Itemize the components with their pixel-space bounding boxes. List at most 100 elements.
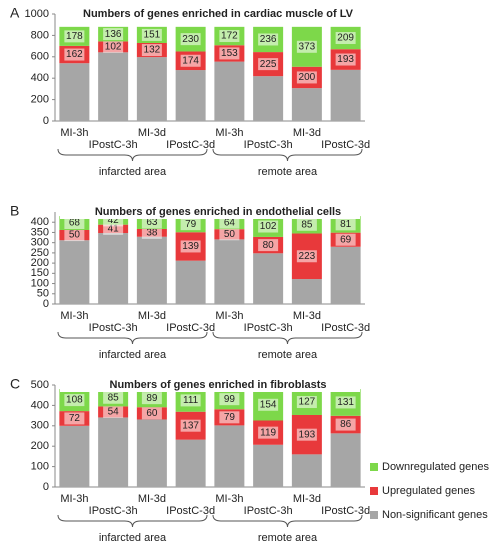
value-label-bg (180, 218, 201, 231)
value-label-bg (335, 233, 356, 246)
bar-segment (59, 425, 90, 487)
y-tick-label: 500 (31, 379, 49, 391)
y-tick-label: 100 (31, 461, 49, 473)
group-label: remote area (258, 166, 318, 178)
value-label-bg (141, 407, 162, 420)
value-label-bg (103, 391, 124, 404)
x-tick-label: MI-3h (60, 493, 88, 505)
value-label-bg (141, 216, 162, 229)
y-tick-label: 100 (31, 277, 49, 289)
title-bg (60, 378, 360, 392)
value-label: 230 (182, 34, 199, 45)
y-tick-label: 400 (31, 399, 49, 411)
legend-label: Non-significant genes (382, 509, 488, 521)
value-label: 153 (221, 48, 238, 59)
y-tick-label: 800 (31, 29, 49, 41)
value-label-bg (103, 40, 124, 53)
bar-segment (291, 88, 322, 121)
value-label-bg (258, 33, 279, 46)
title-bg (60, 205, 360, 219)
title-bg (60, 7, 360, 21)
x-tick-label: MI-3h (60, 310, 88, 322)
value-label-bg (335, 53, 356, 66)
value-label-bg (141, 226, 162, 239)
x-tick-label: IPostC-3d (321, 139, 370, 151)
value-label: 193 (299, 429, 316, 440)
value-label: 85 (301, 219, 313, 230)
value-label-bg (219, 393, 240, 406)
value-label-bg (296, 396, 317, 409)
value-label: 41 (108, 224, 120, 235)
bar-segment (136, 236, 167, 304)
x-tick-label: MI-3d (293, 493, 321, 505)
value-label-bg (64, 394, 85, 407)
x-tick-label: IPostC-3d (166, 505, 215, 517)
bar-segment (253, 253, 284, 304)
x-tick-label: IPostC-3d (321, 505, 370, 517)
y-tick-label: 150 (31, 267, 49, 279)
value-label-bg (296, 71, 317, 84)
value-label: 85 (108, 392, 120, 403)
bar-segment (59, 240, 90, 304)
value-label: 154 (260, 399, 277, 410)
value-label-bg (296, 40, 317, 53)
value-label-bg (219, 216, 240, 229)
value-label: 72 (69, 413, 81, 424)
y-tick-label: 400 (31, 216, 49, 228)
x-tick-label: IPostC-3d (321, 322, 370, 334)
value-label-bg (219, 228, 240, 241)
group-label: infarcted area (99, 166, 167, 178)
value-label: 89 (146, 393, 158, 404)
panel-label: A (10, 5, 20, 21)
value-label: 69 (340, 234, 352, 245)
value-label-bg (141, 44, 162, 57)
group-label: remote area (258, 532, 318, 544)
legend-label: Upregulated genes (382, 485, 475, 497)
value-label: 172 (221, 31, 238, 42)
x-tick-label: IPostC-3h (89, 139, 138, 151)
value-label: 225 (260, 59, 277, 70)
panel-label: C (10, 376, 20, 392)
value-label: 174 (182, 55, 199, 66)
y-tick-label: 300 (31, 420, 49, 432)
y-tick-label: 350 (31, 226, 49, 238)
value-label: 79 (224, 412, 236, 423)
value-label-bg (103, 405, 124, 418)
bar-segment (253, 444, 284, 487)
value-label-bg (64, 217, 85, 230)
value-label: 38 (146, 227, 158, 238)
value-label-bg (64, 30, 85, 43)
y-tick-label: 50 (37, 288, 49, 300)
y-tick-label: 400 (31, 72, 49, 84)
bar-segment (330, 433, 361, 487)
value-label-bg (258, 398, 279, 411)
value-label-bg (335, 218, 356, 231)
x-tick-label: MI-3d (293, 310, 321, 322)
y-tick-label: 250 (31, 247, 49, 259)
bar-segment (98, 417, 129, 487)
group-label: remote area (258, 349, 318, 361)
value-label: 81 (340, 219, 352, 230)
x-tick-label: IPostC-3d (166, 139, 215, 151)
value-label-bg (335, 32, 356, 45)
group-brace (57, 148, 208, 162)
x-tick-label: MI-3h (60, 127, 88, 139)
bar-segment (214, 239, 245, 304)
y-tick-label: 300 (31, 237, 49, 249)
value-label: 111 (183, 395, 199, 406)
value-label: 63 (146, 217, 158, 228)
value-label: 131 (337, 397, 354, 408)
bar-segment (214, 61, 245, 121)
y-tick-label: 200 (31, 94, 49, 106)
value-label-bg (141, 28, 162, 41)
value-label-bg (296, 218, 317, 231)
x-tick-label: IPostC-3h (89, 322, 138, 334)
bar-segment (291, 454, 322, 487)
chart-title: Numbers of genes enriched in cardiac mus… (83, 8, 354, 20)
bar-segment (175, 260, 206, 304)
x-tick-label: IPostC-3d (166, 322, 215, 334)
value-label: 223 (299, 251, 316, 262)
group-brace (57, 514, 208, 528)
value-label: 136 (105, 29, 122, 40)
